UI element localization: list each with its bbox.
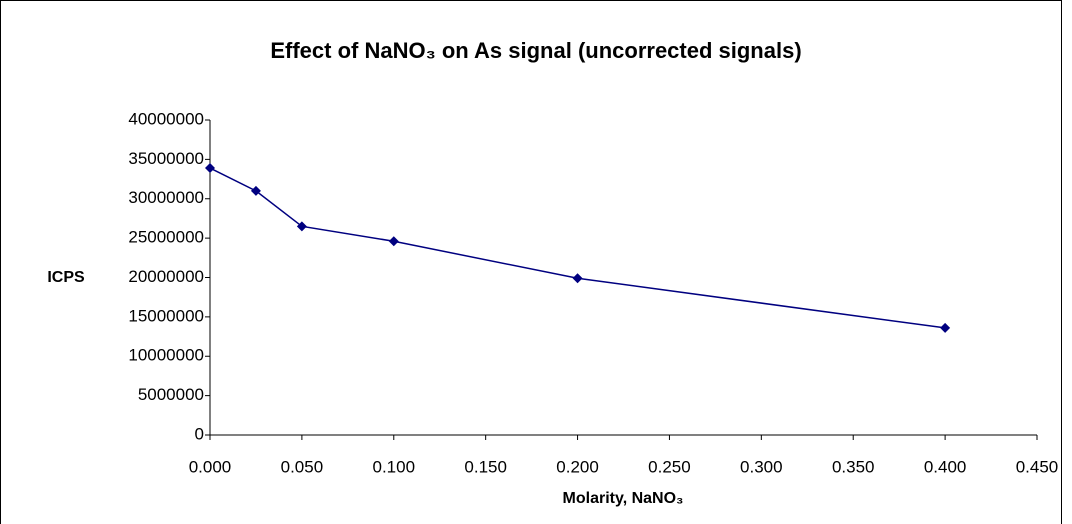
x-tick-label: 0.100	[373, 457, 416, 476]
x-tick-label: 0.450	[1016, 457, 1059, 476]
chart-title: Effect of NaNO₃ on As signal (uncorrecte…	[270, 38, 801, 63]
y-tick-label: 25000000	[128, 228, 204, 247]
data-point	[205, 163, 215, 174]
x-tick-label: 0.300	[740, 457, 783, 476]
y-tick-label: 0	[195, 424, 204, 443]
x-tick-label: 0.000	[189, 457, 232, 476]
x-tick-label: 0.250	[648, 457, 691, 476]
data-point	[296, 221, 307, 232]
y-tick-label: 5000000	[138, 385, 204, 404]
data-point	[388, 236, 399, 247]
data-point	[250, 185, 261, 196]
data-line	[209, 167, 946, 329]
data-point	[572, 273, 583, 284]
data-point	[940, 322, 951, 333]
x-tick-label: 0.050	[281, 457, 324, 476]
y-tick-label: 20000000	[128, 267, 204, 286]
y-tick-label: 30000000	[128, 188, 204, 207]
x-tick-label: 0.200	[556, 457, 599, 476]
y-axis-title: ICPS	[47, 269, 85, 286]
x-tick-label: 0.350	[832, 457, 875, 476]
y-tick-label: 15000000	[128, 306, 204, 325]
y-tick-label: 10000000	[128, 346, 204, 365]
y-tick-label: 40000000	[128, 109, 204, 128]
x-axis-title: Molarity, NaNO₃	[563, 490, 684, 507]
x-tick-label: 0.400	[924, 457, 967, 476]
y-tick-label: 35000000	[128, 149, 204, 168]
x-tick-label: 0.150	[464, 457, 507, 476]
